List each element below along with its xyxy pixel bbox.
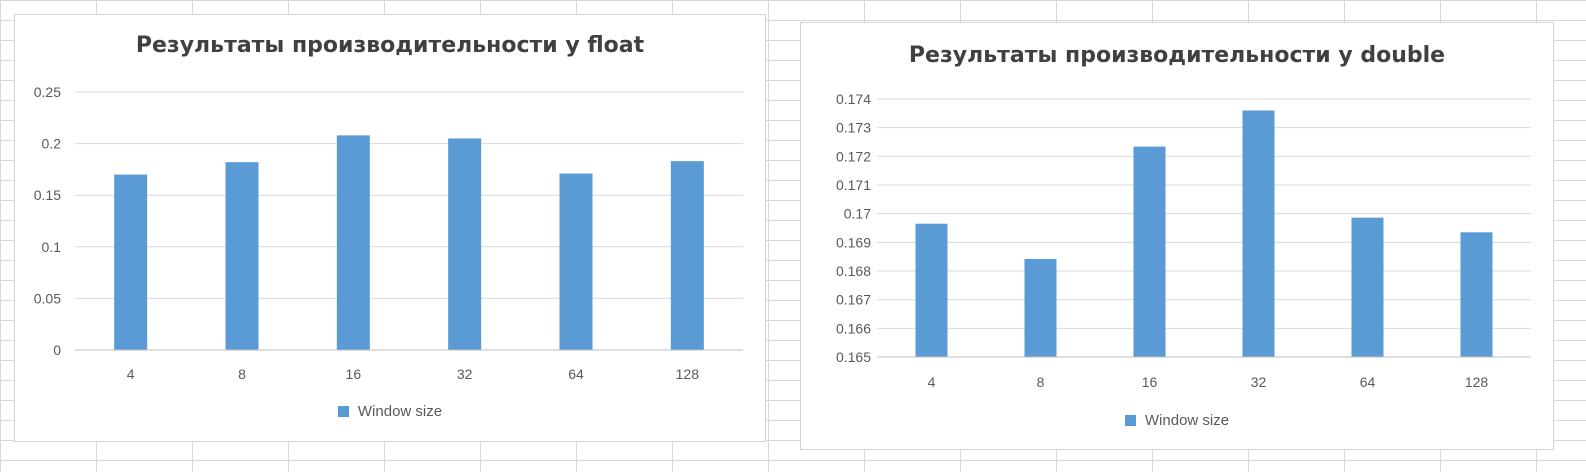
y-tick-label: 0.173 <box>836 120 871 136</box>
bar <box>336 135 370 350</box>
plot-area: 0 0.05 0.1 0.15 0.2 0.25 4 8 16 32 64 128 <box>34 84 743 382</box>
x-tick-label: 32 <box>1251 374 1267 390</box>
y-tick-label: 0.169 <box>836 234 871 250</box>
y-tick-label: 0.165 <box>836 349 871 365</box>
y-tick-label: 0.166 <box>836 320 871 336</box>
legend-swatch <box>337 406 349 417</box>
legend-label: Window size <box>357 403 443 420</box>
x-tick-label: 128 <box>1465 374 1489 390</box>
legend-label: Window size <box>1144 412 1230 429</box>
bar <box>1460 232 1493 357</box>
x-tick-label: 64 <box>1360 374 1376 390</box>
bar <box>1351 217 1384 357</box>
bar <box>1024 258 1057 357</box>
x-tick-label: 16 <box>346 366 362 382</box>
chart-title: Результаты производительности у float <box>135 33 645 58</box>
y-tick-label: 0.15 <box>34 187 61 203</box>
legend: Window size <box>15 403 765 420</box>
x-tick-label: 16 <box>1142 374 1158 390</box>
bar <box>448 138 482 350</box>
bar <box>1133 146 1166 357</box>
bar <box>670 161 704 350</box>
bar <box>915 223 948 357</box>
bar <box>114 174 148 350</box>
x-tick-label: 8 <box>238 366 246 382</box>
x-tick-label: 4 <box>127 366 135 382</box>
y-tick-label: 0.174 <box>836 91 871 107</box>
y-tick-label: 0.17 <box>844 206 871 222</box>
x-tick-label: 8 <box>1037 374 1045 390</box>
bar <box>225 162 259 350</box>
y-tick-label: 0.1 <box>42 239 62 255</box>
x-tick-label: 32 <box>457 366 473 382</box>
y-tick-label: 0.2 <box>42 136 62 152</box>
y-tick-label: 0.05 <box>34 290 61 306</box>
x-tick-label: 4 <box>928 374 936 390</box>
y-tick-label: 0 <box>53 342 61 358</box>
bar <box>559 173 593 350</box>
chart-double: Результаты производительности у double 0… <box>800 22 1554 450</box>
plot-area: 0.165 0.166 0.167 0.168 0.169 0.17 0.171 0.172 0… <box>836 91 1531 390</box>
x-tick-label: 128 <box>676 366 700 382</box>
legend-swatch <box>1124 415 1136 426</box>
chart-title: Результаты производительности у double <box>908 43 1446 68</box>
y-tick-label: 0.172 <box>836 148 871 164</box>
y-tick-label: 0.171 <box>836 177 871 193</box>
y-tick-label: 0.168 <box>836 263 871 279</box>
bar <box>1242 110 1275 357</box>
y-tick-label: 0.25 <box>34 84 61 100</box>
legend: Window size <box>801 412 1553 429</box>
y-tick-label: 0.167 <box>836 292 871 308</box>
x-tick-label: 64 <box>568 366 584 382</box>
